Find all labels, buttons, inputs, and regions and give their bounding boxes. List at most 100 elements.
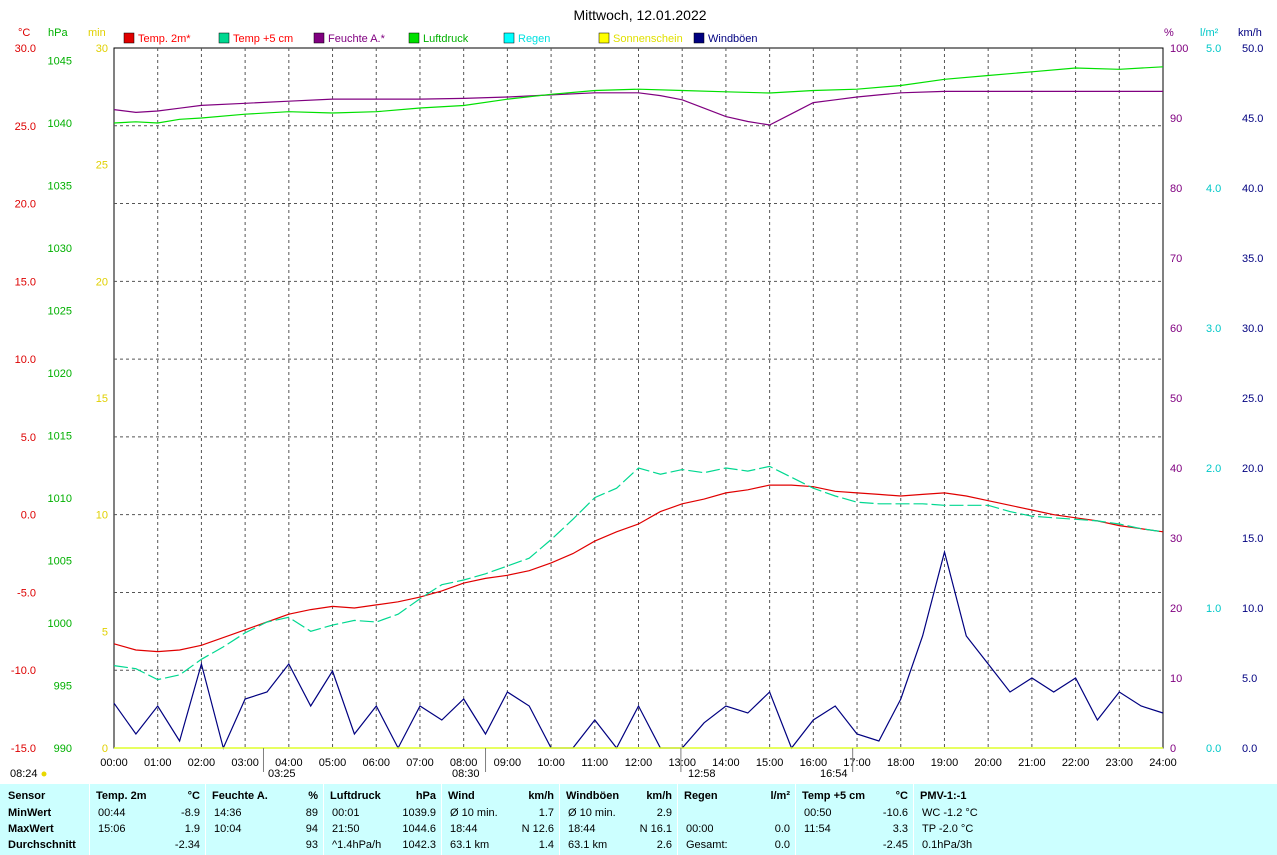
stats-sensor-header: Sensor	[8, 790, 46, 802]
stats-column-title: Temp. 2m	[96, 790, 147, 802]
stats-avg-label: Durchschnitt	[8, 839, 76, 851]
stats-column: Temp +5 cm °C 00:50 -10.6 11:54 3.3 -2.45	[795, 784, 914, 855]
stats-cell-value: 93	[305, 839, 318, 851]
wind-tick-label: 45.0	[1242, 113, 1263, 125]
stats-cell-time: Gesamt:	[686, 839, 728, 851]
series-temp-2m	[113, 484, 1164, 653]
stats-cell-value: -2.34	[174, 839, 200, 851]
stats-column-unit: %	[308, 790, 318, 802]
stats-sensor-column: Sensor MinWert MaxWert Durchschnitt	[0, 784, 89, 855]
sun-event-label: 08:30	[452, 768, 480, 780]
stats-cell-time: Ø 10 min.	[450, 807, 498, 819]
stats-column-title: Wind	[448, 790, 475, 802]
wind-tick-label: 15.0	[1242, 533, 1263, 545]
stats-cell-value: 2.6	[656, 839, 672, 851]
temp-tick-label: 20.0	[15, 199, 36, 211]
stats-column-unit: °C	[187, 790, 200, 802]
sun-tick-label: 5	[102, 626, 108, 638]
x-tick-label: 09:00	[494, 757, 522, 769]
weather-chart: Mittwoch, 12.01.2022 Temp. 2m* Temp +5 cm…	[10, 7, 1264, 780]
stats-cell-time: TP -2.0 °C	[922, 823, 974, 835]
chart-legend: Temp. 2m* Temp +5 cm Feuchte A.* Luftdruck R…	[123, 32, 758, 45]
pressure-tick-label: 1015	[48, 431, 72, 443]
stats-column: Wind km/h Ø 10 min. 1.7 18:44 N 12.6 63.1 km 1.…	[441, 784, 560, 855]
temp-tick-label: 10.0	[15, 354, 36, 366]
wind-tick-label: 0.0	[1242, 743, 1257, 755]
stats-max-label: MaxWert	[8, 823, 54, 835]
wind-tick-label: 50.0	[1242, 43, 1263, 55]
stats-column-title: Feuchte A.	[212, 790, 268, 802]
x-tick-label: 13:00	[668, 757, 696, 769]
x-tick-label: 02:00	[188, 757, 216, 769]
x-tick-label: 18:00	[887, 757, 915, 769]
stats-cell-time: 00:44	[98, 807, 126, 819]
legend-swatch	[598, 32, 610, 44]
pressure-tick-label: 1020	[48, 368, 72, 380]
stats-column: PMV-1:-1 WC -1.2 °C TP -2.0 °C 0.1hPa/3h	[913, 784, 1034, 855]
pressure-tick-label: 1040	[48, 118, 72, 130]
sun-events: 08:24 03:25 08:30 12:58 16:54	[10, 748, 854, 780]
stats-cell-time: 11:54	[804, 823, 831, 835]
pressure-tick-label: 1025	[48, 306, 72, 318]
stats-column-title: Regen	[684, 790, 718, 802]
stats-cell-value: 1.7	[538, 807, 554, 819]
legend-swatch	[503, 32, 515, 44]
pressure-tick-label: 1005	[48, 556, 72, 568]
stats-cell-value: N 16.1	[639, 823, 672, 835]
chart-title: Mittwoch, 12.01.2022	[573, 7, 706, 23]
stats-column-title: Luftdruck	[330, 790, 381, 802]
temp-unit: °C	[18, 27, 30, 39]
x-tick-label: 21:00	[1018, 757, 1046, 769]
stats-cell-time: 0.1hPa/3h	[922, 839, 973, 851]
humidity-tick-label: 20	[1170, 603, 1182, 615]
x-tick-label: 11:00	[581, 757, 608, 769]
pressure-tick-label: 990	[54, 743, 72, 755]
axis-units: °C hPa min% l/m² km/h	[18, 27, 1262, 39]
legend-label: Windböen	[708, 33, 758, 45]
temp-tick-label: 30.0	[15, 43, 36, 55]
stats-column: Luftdruck hPa 00:01 1039.9 21:50 1044.6 ^1.4hP…	[323, 784, 442, 855]
rain-tick-label: 5.0	[1206, 43, 1221, 55]
stats-cell-value: 1042.3	[402, 839, 436, 851]
stats-cell-time: WC -1.2 °C	[922, 807, 978, 819]
sunrise-label: 08:24	[10, 768, 38, 780]
stats-cell-time: 00:01	[332, 807, 360, 819]
stats-cell-value: 0.0	[774, 823, 790, 835]
chart-series	[113, 66, 1164, 750]
x-tick-label: 22:00	[1062, 757, 1090, 769]
x-tick-label: 15:00	[756, 757, 784, 769]
stats-cell-value: -10.6	[882, 807, 908, 819]
stats-cell-time: ^1.4hPa/h	[332, 839, 382, 851]
humidity-tick-label: 50	[1170, 393, 1182, 405]
stats-cell-time: 00:50	[804, 807, 832, 819]
sun-event-label: 16:54	[820, 768, 848, 780]
x-tick-label: 12:00	[625, 757, 653, 769]
x-tick-label: 08:00	[450, 757, 478, 769]
sun-event-label: 12:58	[688, 768, 716, 780]
rain-tick-label: 2.0	[1206, 463, 1221, 475]
rain-tick-label: 1.0	[1206, 603, 1221, 615]
x-tick-label: 14:00	[712, 757, 740, 769]
stats-cell-time: 15:06	[98, 823, 126, 835]
stats-cell-value: 1.4	[538, 839, 554, 851]
temp-tick-label: 25.0	[15, 121, 36, 133]
humidity-tick-label: 90	[1170, 113, 1182, 125]
pressure-unit: hPa	[48, 27, 68, 39]
humidity-tick-label: 0	[1170, 743, 1176, 755]
stats-column: Regen l/m² 00:00 0.0 Gesamt: 0.0	[677, 784, 796, 855]
stats-cell-value: -8.9	[181, 807, 200, 819]
x-tick-label: 10:00	[537, 757, 565, 769]
stats-column: Windböen km/h Ø 10 min. 2.9 18:44 N 16.1 63.1 …	[559, 784, 678, 855]
humidity-tick-label: 80	[1170, 183, 1182, 195]
stats-column-title: Temp +5 cm	[802, 790, 866, 802]
x-tick-label: 06:00	[362, 757, 390, 769]
stats-cell-time: 18:44	[568, 823, 596, 835]
wind-tick-label: 25.0	[1242, 393, 1263, 405]
legend-label: Temp. 2m*	[138, 33, 191, 45]
x-tick-label: 01:00	[144, 757, 172, 769]
humidity-tick-label: 40	[1170, 463, 1182, 475]
rain-tick-label: 4.0	[1206, 183, 1221, 195]
x-tick-label: 20:00	[974, 757, 1002, 769]
stats-column-unit: l/m²	[770, 790, 790, 802]
chart-axes: 00:00 01:00 02:00 03:00 04:00 05:00 06:00 07:00…	[11, 43, 1264, 769]
